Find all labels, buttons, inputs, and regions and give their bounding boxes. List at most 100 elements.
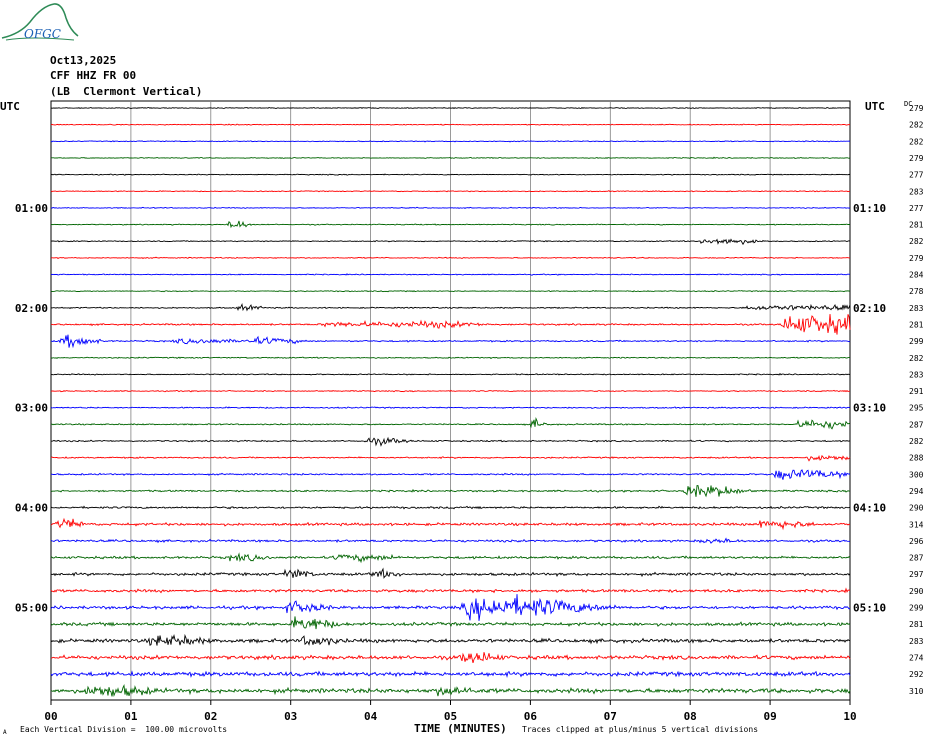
x-tick-label: 06 <box>524 710 538 723</box>
right-time-label: 01:10 <box>853 202 886 215</box>
dc-offset-label: 282 <box>909 354 924 363</box>
trace-line <box>50 256 851 260</box>
dc-offset-label: 283 <box>909 637 924 646</box>
dc-offset-label: 279 <box>909 104 924 113</box>
x-tick-label: 07 <box>604 710 617 723</box>
right-utc-label: UTC <box>865 100 885 113</box>
dc-offset-label: 287 <box>909 554 924 563</box>
dc-offset-label: 284 <box>909 271 924 280</box>
dc-offset-label: 288 <box>909 454 924 463</box>
trace-line <box>50 123 851 126</box>
trace-line <box>50 314 851 335</box>
x-tick-label: 03 <box>284 710 297 723</box>
right-time-label: 04:10 <box>853 502 886 515</box>
header-station: CFF HHZ FR 00 <box>50 69 137 82</box>
logo: OFGC <box>0 0 80 46</box>
dc-offset-label: 283 <box>909 304 924 313</box>
dc-header-label: DC <box>904 100 912 108</box>
x-tick-label: 09 <box>763 710 776 723</box>
dc-offset-label: 300 <box>909 470 924 479</box>
dc-offset-label: 282 <box>909 121 924 130</box>
header-date: Oct13,2025 <box>50 54 117 67</box>
left-utc-label: UTC <box>0 100 20 113</box>
dc-offset-label: 282 <box>909 137 924 146</box>
trace-line <box>50 537 851 544</box>
x-tick-label: 10 <box>843 710 856 723</box>
x-tick-label: 05 <box>444 710 457 723</box>
trace-line <box>50 334 851 349</box>
trace-line <box>50 517 851 531</box>
trace-line <box>50 485 850 498</box>
x-tick-label: 01 <box>124 710 138 723</box>
trace-line <box>50 436 851 447</box>
dc-offset-label: 310 <box>909 687 924 696</box>
dc-offset-label: 274 <box>909 653 924 662</box>
dc-offset-label: 282 <box>909 437 924 446</box>
dc-offset-label: 281 <box>909 221 924 230</box>
trace-line <box>50 616 851 630</box>
dc-offset-label: 292 <box>909 670 924 679</box>
dc-offset-label: 296 <box>909 537 924 546</box>
trace-line <box>50 670 851 678</box>
trace-line <box>50 173 851 176</box>
trace-line <box>50 140 851 143</box>
dc-offset-label: 281 <box>909 620 924 629</box>
dc-offset-label: 283 <box>909 370 924 379</box>
dc-offset-label: 279 <box>909 254 924 263</box>
left-time-label: 02:00 <box>15 302 48 315</box>
trace-line <box>51 220 851 229</box>
dc-offset-label: 277 <box>909 171 924 180</box>
dc-offset-label: 283 <box>909 187 924 196</box>
trace-line <box>50 652 851 664</box>
dc-offset-label: 282 <box>909 237 924 246</box>
dc-offset-label: 277 <box>909 204 924 213</box>
dc-offset-label: 279 <box>909 154 924 163</box>
dc-offset-label: 294 <box>909 487 924 496</box>
dc-offset-label: 314 <box>909 520 924 529</box>
clip-note: Traces clipped at plus/minus 5 vertical … <box>522 725 759 734</box>
trace-line <box>50 633 851 646</box>
logo-mountain-icon <box>1 3 79 41</box>
trace-line <box>51 156 851 160</box>
trace-line <box>50 469 851 480</box>
right-time-label: 03:10 <box>853 402 886 415</box>
trace-line <box>50 406 851 410</box>
dc-offset-label: 290 <box>909 587 924 596</box>
dc-offset-label: 299 <box>909 604 924 613</box>
dc-offset-label: 295 <box>909 404 924 413</box>
left-time-label: 03:00 <box>15 402 48 415</box>
x-axis-title: TIME (MINUTES) <box>414 722 507 735</box>
trace-line <box>50 567 851 579</box>
trace-line <box>50 238 851 246</box>
trace-line <box>50 505 851 510</box>
scale-note: Each Vertical Division = 100.00 microvol… <box>20 725 228 734</box>
dc-offset-label: 287 <box>909 420 924 429</box>
right-time-label: 02:10 <box>853 302 886 315</box>
trace-line <box>50 552 851 564</box>
trace-line <box>50 389 851 393</box>
corner-mark: A <box>3 729 7 736</box>
logo-text: OFGC <box>24 27 61 41</box>
x-tick-label: 02 <box>204 710 217 723</box>
trace-line <box>50 289 851 293</box>
dc-offset-label: 299 <box>909 337 924 346</box>
trace-line <box>50 372 851 376</box>
trace-line <box>50 206 851 210</box>
left-time-label: 01:00 <box>15 202 48 215</box>
left-time-label: 05:00 <box>15 602 48 615</box>
x-tick-label: 04 <box>364 710 378 723</box>
trace-line <box>50 356 850 360</box>
x-tick-label: 00 <box>44 710 57 723</box>
dc-offset-label: 297 <box>909 570 924 579</box>
trace-line <box>50 587 851 594</box>
dc-offset-label: 278 <box>909 287 924 296</box>
trace-line <box>50 684 851 698</box>
trace-line <box>50 303 851 312</box>
x-tick-label: 08 <box>684 710 697 723</box>
left-time-label: 04:00 <box>15 502 48 515</box>
right-time-label: 05:10 <box>853 602 886 615</box>
dc-offset-label: 290 <box>909 504 924 513</box>
trace-line <box>51 273 851 276</box>
dc-offset-label: 291 <box>909 387 924 396</box>
trace-line <box>50 190 851 193</box>
